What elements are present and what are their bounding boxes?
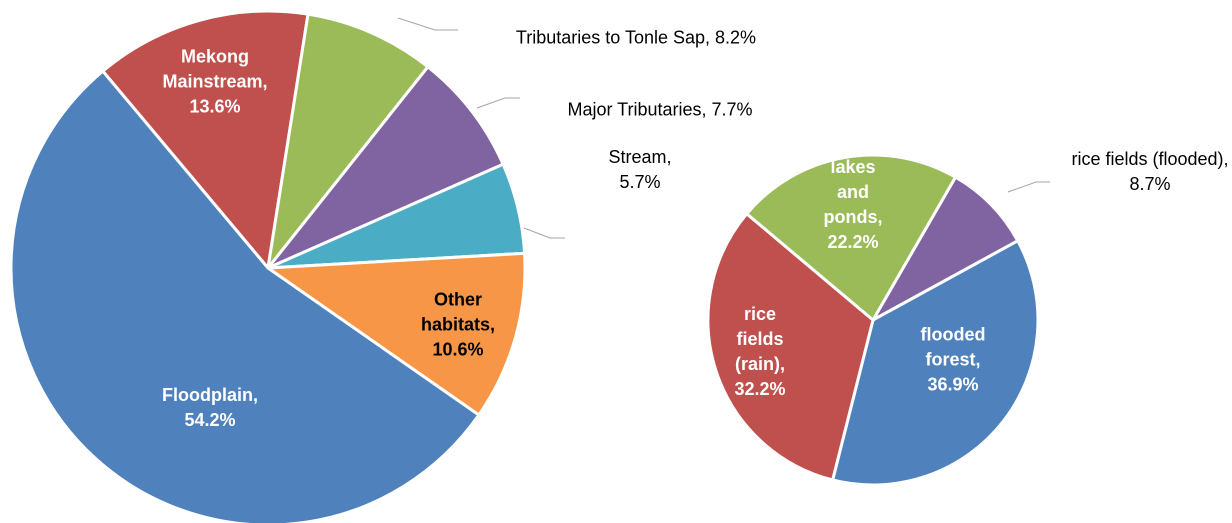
- leader-line: [476, 97, 520, 109]
- data-label: Stream, 5.7%: [608, 147, 672, 192]
- pie-slice: [266, 64, 506, 270]
- pie-slice: [830, 238, 1040, 487]
- pie-slice: [9, 69, 481, 523]
- pie-slice: [869, 175, 1020, 324]
- pie-slice: [263, 251, 527, 418]
- leader-line: [397, 17, 458, 31]
- pie-slice: [100, 9, 310, 272]
- data-label: Mekong Mainstream, 13.6%: [162, 46, 268, 117]
- data-label: Tributaries to Tonle Sap, 8.2%: [515, 27, 757, 48]
- data-label: flooded forest, 36.9%: [920, 324, 986, 395]
- data-label: lakes and ponds, 22.2%: [823, 157, 883, 252]
- leader-line: [1007, 181, 1050, 193]
- pie-slice: [265, 12, 431, 274]
- data-label: Floodplain, 54.2%: [162, 385, 258, 430]
- pie-slice: [744, 153, 958, 323]
- data-label: rice fields (rain), 32.2%: [734, 304, 786, 399]
- data-label: Major Tributaries, 7.7%: [567, 99, 753, 120]
- pie-slice: [706, 211, 875, 482]
- data-label: Other habitats, 10.6%: [420, 289, 495, 360]
- data-label: rice fields (flooded), 8.7%: [1071, 149, 1229, 194]
- leader-line: [523, 227, 565, 239]
